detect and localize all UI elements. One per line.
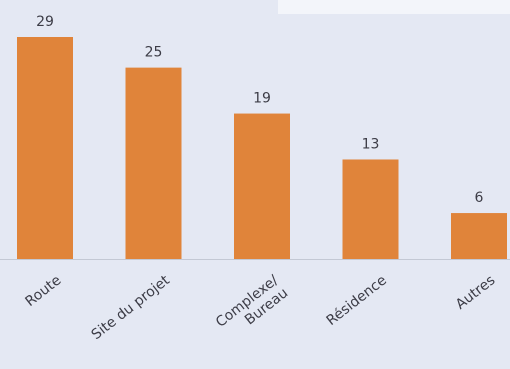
- category-label-line: Autres: [453, 272, 499, 312]
- category-label-line: Résidence: [324, 272, 390, 329]
- bar: [342, 159, 399, 259]
- category-label-line: Site du projet: [89, 272, 174, 343]
- category-label: Autres: [453, 272, 499, 312]
- data-label: 29: [36, 14, 54, 30]
- data-label: 19: [253, 91, 271, 107]
- category-label: Route: [22, 272, 64, 310]
- bar: [125, 67, 182, 259]
- bar: [451, 213, 507, 259]
- bar: [17, 37, 73, 259]
- data-label: 25: [145, 45, 163, 61]
- category-label: Complexe/Bureau: [213, 272, 292, 343]
- top-panel: [278, 0, 510, 14]
- data-label: 6: [475, 190, 484, 206]
- category-label-line: Route: [22, 272, 64, 310]
- data-label: 13: [362, 136, 380, 152]
- category-label: Site du projet: [89, 272, 174, 343]
- bar: [234, 113, 290, 259]
- category-label: Résidence: [324, 272, 390, 329]
